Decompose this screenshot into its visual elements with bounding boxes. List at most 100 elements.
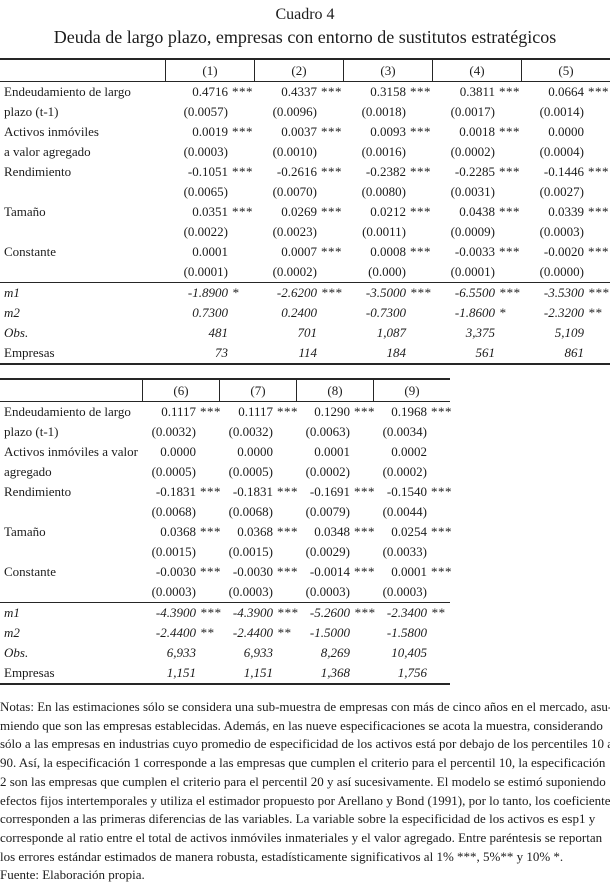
cell-value: -4.3900 bbox=[232, 605, 273, 620]
data-cell: 0.0007 *** bbox=[254, 244, 343, 260]
data-cell: -1.8600 * bbox=[432, 305, 521, 321]
data-cell: 0.0019 *** bbox=[165, 124, 254, 140]
cell-value: 0.3811 bbox=[459, 84, 495, 99]
data-cell: 861 bbox=[521, 345, 610, 361]
cell-value: 114 bbox=[298, 345, 317, 360]
column-header: (2) bbox=[254, 60, 343, 81]
cell-value: 0.0351 bbox=[192, 204, 228, 219]
cell-value: (0.0015) bbox=[151, 544, 196, 559]
cell-value: -4.3900 bbox=[155, 605, 196, 620]
data-cell: (0.0022) bbox=[165, 224, 254, 240]
table-row: (0.0015) (0.0015) (0.0029) (0.0033) bbox=[0, 542, 450, 562]
data-cell: (0.0003) bbox=[296, 584, 373, 600]
cell-value: -2.4400 bbox=[232, 625, 273, 640]
significance-stars: *** bbox=[499, 164, 520, 179]
significance-stars: ** bbox=[200, 625, 214, 640]
significance-stars: *** bbox=[200, 404, 221, 419]
significance-stars: *** bbox=[354, 524, 375, 539]
data-cell: 481 bbox=[165, 325, 254, 341]
table-row: (0.0001) (0.0002) (0.000) (0.0001) (0.0000) bbox=[0, 262, 610, 282]
row-label: Constante bbox=[4, 564, 56, 579]
notes-line: los errores estándar estimados de manera… bbox=[0, 848, 564, 864]
table-row: plazo (t-1) (0.0032) (0.0032) (0.0063) (0.00… bbox=[0, 422, 450, 442]
data-cell: (0.0032) bbox=[219, 424, 296, 440]
cell-value: -0.2285 bbox=[454, 164, 495, 179]
significance-stars: *** bbox=[588, 204, 609, 219]
cell-value: -0.7300 bbox=[365, 305, 406, 320]
row-label: Rendimiento bbox=[4, 484, 72, 499]
data-cell: (0.0003) bbox=[219, 584, 296, 600]
cell-value: 0.0008 bbox=[370, 244, 406, 259]
data-cell: 8,269 bbox=[296, 645, 373, 661]
row-label: Empresas bbox=[4, 345, 55, 360]
data-cell: 0.0351 *** bbox=[165, 204, 254, 220]
row-label: Empresas bbox=[4, 665, 55, 680]
cell-value: 1,151 bbox=[166, 665, 196, 680]
cell-value: -0.0020 bbox=[543, 244, 584, 259]
cell-value: -2.6200 bbox=[276, 285, 317, 300]
cell-value: (0.0003) bbox=[228, 584, 273, 599]
cell-value: -0.1446 bbox=[543, 164, 584, 179]
data-cell: 6,933 bbox=[142, 645, 219, 661]
data-cell: -1.5800 bbox=[373, 625, 450, 641]
cell-value: -1.5000 bbox=[309, 625, 350, 640]
cell-value: -1.5800 bbox=[386, 625, 427, 640]
data-cell: 3,375 bbox=[432, 325, 521, 341]
cell-value: -2.3400 bbox=[386, 605, 427, 620]
cell-value: -3.5300 bbox=[543, 285, 584, 300]
significance-stars: *** bbox=[321, 124, 342, 139]
cell-value: -1.8900 bbox=[187, 285, 228, 300]
cell-value: 701 bbox=[297, 325, 318, 340]
cell-value: 1,087 bbox=[376, 325, 406, 340]
table-row: (0.0065) (0.0070) (0.0080) (0.0031) (0.0027) bbox=[0, 182, 610, 202]
cell-value: -0.2382 bbox=[365, 164, 406, 179]
data-cell: 0.4337 *** bbox=[254, 84, 343, 100]
notes-line: efectos fijos intertemporales y utiliza … bbox=[0, 792, 610, 808]
cell-value: 0.1290 bbox=[314, 404, 350, 419]
data-cell: (0.0070) bbox=[254, 184, 343, 200]
cell-value: 6,933 bbox=[166, 645, 196, 660]
data-cell: 0.0001 bbox=[165, 244, 254, 260]
significance-stars: *** bbox=[354, 404, 375, 419]
row-label: Rendimiento bbox=[4, 164, 72, 179]
data-cell: -0.7300 bbox=[343, 305, 432, 321]
significance-stars: *** bbox=[277, 605, 298, 620]
cell-value: (0.0011) bbox=[362, 224, 406, 239]
cell-value: (0.0068) bbox=[151, 504, 196, 519]
cell-value: 0.0002 bbox=[391, 444, 427, 459]
cell-value: (0.0009) bbox=[450, 224, 495, 239]
column-header: (1) bbox=[165, 60, 254, 81]
significance-stars: ** bbox=[277, 625, 291, 640]
row-label: Activos inmóviles a valor bbox=[4, 444, 138, 459]
significance-stars: *** bbox=[499, 204, 520, 219]
data-cell: 0.0037 *** bbox=[254, 124, 343, 140]
significance-stars: *** bbox=[410, 84, 431, 99]
significance-stars: *** bbox=[499, 124, 520, 139]
cell-value: 10,405 bbox=[391, 645, 427, 660]
data-cell: -0.0033 *** bbox=[432, 244, 521, 260]
data-cell: -3.5000 *** bbox=[343, 285, 432, 301]
significance-stars: *** bbox=[499, 285, 520, 300]
data-cell: 0.0001 bbox=[296, 444, 373, 460]
data-cell: 0.0212 *** bbox=[343, 204, 432, 220]
data-cell: 0.3811 *** bbox=[432, 84, 521, 100]
significance-stars: *** bbox=[232, 124, 253, 139]
data-cell: (0.0032) bbox=[142, 424, 219, 440]
data-cell: 0.1117 *** bbox=[219, 404, 297, 420]
data-cell: 0.0002 bbox=[373, 444, 450, 460]
cell-value: (0.0044) bbox=[382, 504, 427, 519]
data-cell: (0.0018) bbox=[343, 104, 432, 120]
data-cell: -5.2600 *** bbox=[296, 605, 375, 621]
data-cell: (0.0063) bbox=[296, 424, 373, 440]
data-cell: -2.4400 ** bbox=[219, 625, 296, 641]
data-cell: -2.3400 ** bbox=[373, 605, 450, 621]
data-cell: (0.0003) bbox=[165, 144, 254, 160]
cell-value: 184 bbox=[386, 345, 407, 360]
data-cell: 1,151 bbox=[142, 665, 219, 681]
column-header: (6) bbox=[142, 380, 219, 401]
data-cell: (0.0096) bbox=[254, 104, 343, 120]
cell-value: 0.0007 bbox=[281, 244, 317, 259]
cell-value: 8,269 bbox=[320, 645, 350, 660]
significance-stars: *** bbox=[321, 84, 342, 99]
data-cell: 1,368 bbox=[296, 665, 373, 681]
